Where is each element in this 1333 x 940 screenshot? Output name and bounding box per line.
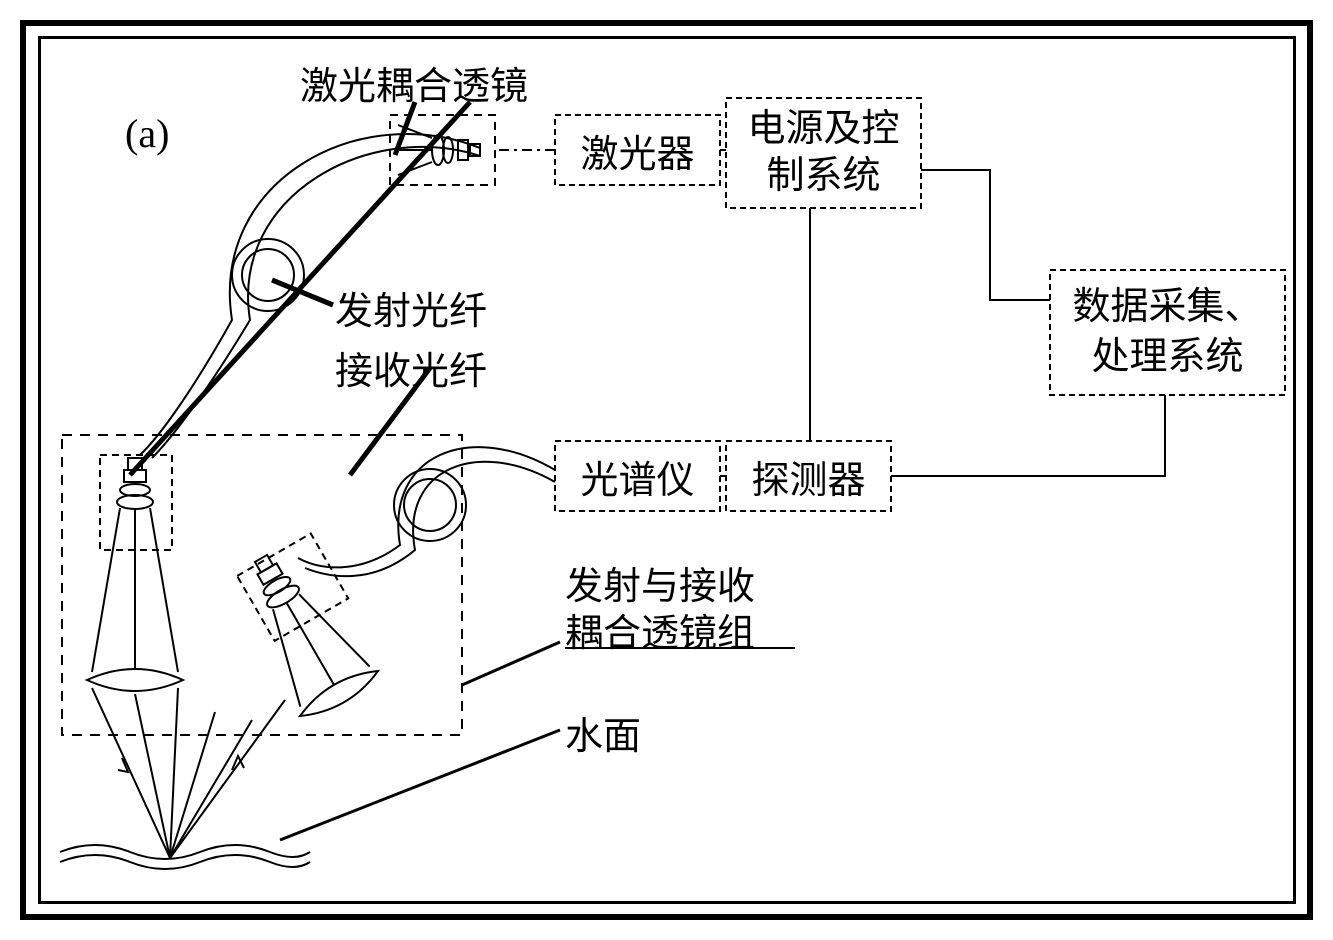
- label-water-surface: 水面: [565, 705, 641, 760]
- box-power-control: 电源及控 制系统: [726, 98, 921, 208]
- box-detector-text: 探测器: [751, 449, 865, 504]
- fiber-loop-bottom-icon: [394, 469, 466, 541]
- label-receive-fiber: 接收光纤: [335, 340, 487, 395]
- conn-power-data: [921, 170, 1050, 300]
- label-tx-rx-line2: 耦合透镜组: [565, 602, 755, 657]
- diagram-canvas: (a) 激光耦合透镜 发射光纤 接收光纤 发射与接收 耦合透镜组 水面 激光器 …: [0, 0, 1333, 940]
- label-laser-coupling-lens: 激光耦合透镜: [300, 55, 528, 110]
- box-detector: 探测器: [726, 441, 891, 511]
- box-data-system: 数据采集、 处理系统: [1050, 270, 1285, 395]
- left-optics: [87, 458, 183, 858]
- box-data-system-line1: 数据采集、: [1072, 283, 1262, 332]
- leader-tx-rx-group: [462, 642, 560, 685]
- panel-id-label: (a): [125, 110, 169, 157]
- box-power-control-line2: 制系统: [766, 153, 880, 201]
- water-surface-line: [60, 845, 310, 869]
- dashed-lens-small-right: [237, 533, 348, 640]
- box-spectrometer: 光谱仪: [555, 441, 720, 511]
- fiber-loop-top-icon: [232, 239, 304, 311]
- box-power-control-line1: 电源及控: [747, 106, 899, 154]
- box-data-system-line2: 处理系统: [1091, 333, 1243, 382]
- conn-detector-data: [891, 395, 1165, 476]
- box-spectrometer-text: 光谱仪: [580, 449, 694, 504]
- label-emit-fiber: 发射光纤: [335, 280, 487, 335]
- box-laser-text: 激光器: [580, 123, 694, 178]
- right-optics-rays: [170, 700, 285, 858]
- box-laser: 激光器: [555, 115, 720, 185]
- receive-fiber-curve: [298, 447, 555, 576]
- leader-water-surface: [280, 730, 560, 840]
